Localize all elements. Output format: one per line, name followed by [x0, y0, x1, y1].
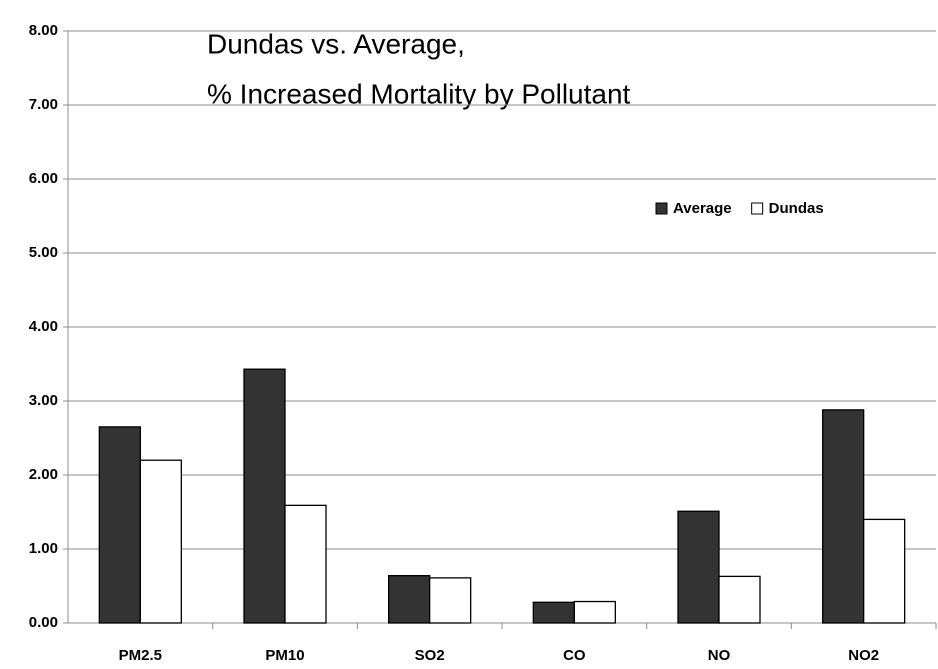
bar: [388, 574, 431, 624]
x-tick-label: PM10: [265, 647, 304, 664]
bar: [822, 409, 865, 624]
legend-swatch: [655, 202, 668, 215]
y-tick-label: 2.00: [29, 466, 58, 483]
legend-swatch: [751, 202, 764, 215]
y-tick-label: 5.00: [29, 244, 58, 261]
bar: [284, 504, 327, 624]
bar: [429, 577, 472, 624]
x-tick-label: NO: [708, 647, 731, 664]
bar: [677, 510, 720, 624]
x-tick-label: SO2: [415, 647, 445, 664]
legend-label: Average: [673, 200, 732, 217]
bar: [718, 575, 761, 624]
y-tick-label: 0.00: [29, 614, 58, 631]
bar: [243, 368, 286, 624]
bar: [573, 600, 616, 624]
y-tick-label: 8.00: [29, 22, 58, 39]
chart-title: Dundas vs. Average,: [207, 28, 465, 59]
y-tick-label: 1.00: [29, 540, 58, 557]
x-tick-label: PM2.5: [119, 647, 162, 664]
x-tick-label: CO: [563, 647, 586, 664]
y-tick-label: 3.00: [29, 392, 58, 409]
y-tick-label: 6.00: [29, 170, 58, 187]
bar: [98, 426, 141, 624]
legend-label: Dundas: [769, 200, 824, 217]
bar: [139, 459, 182, 624]
chart-title: % Increased Mortality by Pollutant: [207, 78, 631, 109]
x-tick-label: NO2: [848, 647, 879, 664]
y-tick-label: 4.00: [29, 318, 58, 335]
bar: [532, 601, 575, 624]
y-tick-label: 7.00: [29, 96, 58, 113]
bar: [863, 518, 906, 624]
